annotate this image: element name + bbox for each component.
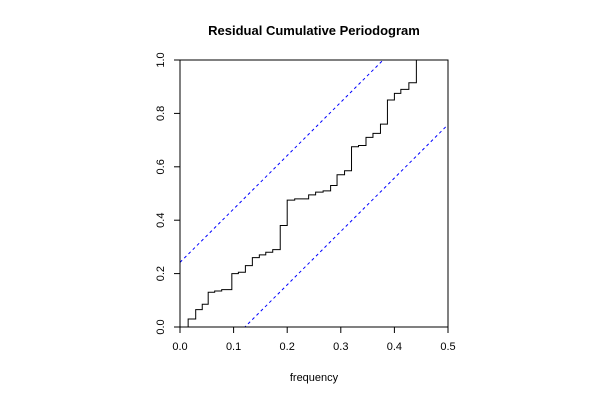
x-axis-label: frequency xyxy=(290,372,339,384)
cumulative-periodogram-step-line xyxy=(180,60,448,327)
x-tick-label-2: 0.2 xyxy=(280,341,295,353)
y-tick-label-0: 0.0 xyxy=(155,319,167,334)
chart-title: Residual Cumulative Periodogram xyxy=(208,23,420,38)
x-tick-label-0: 0.0 xyxy=(172,341,187,353)
y-tick-label-5: 1.0 xyxy=(155,52,167,67)
x-tick-label-4: 0.4 xyxy=(387,341,402,353)
y-tick-label-3: 0.6 xyxy=(155,159,167,174)
x-tick-label-3: 0.3 xyxy=(333,341,348,353)
series-layer xyxy=(180,60,448,327)
x-axis: 0.0 0.1 0.2 0.3 0.4 0.5 xyxy=(172,327,456,353)
y-tick-label-1: 0.2 xyxy=(155,266,167,281)
x-tick-label-1: 0.1 xyxy=(226,341,241,353)
y-tick-label-2: 0.4 xyxy=(155,213,167,228)
y-axis: 0.0 0.2 0.4 0.6 0.8 1.0 xyxy=(155,52,180,335)
x-tick-label-5: 0.5 xyxy=(440,341,455,353)
plot-frame xyxy=(179,59,449,328)
lower-confidence-bound-line xyxy=(244,124,448,327)
y-tick-label-4: 0.8 xyxy=(155,106,167,121)
upper-confidence-bound-line xyxy=(180,60,384,263)
